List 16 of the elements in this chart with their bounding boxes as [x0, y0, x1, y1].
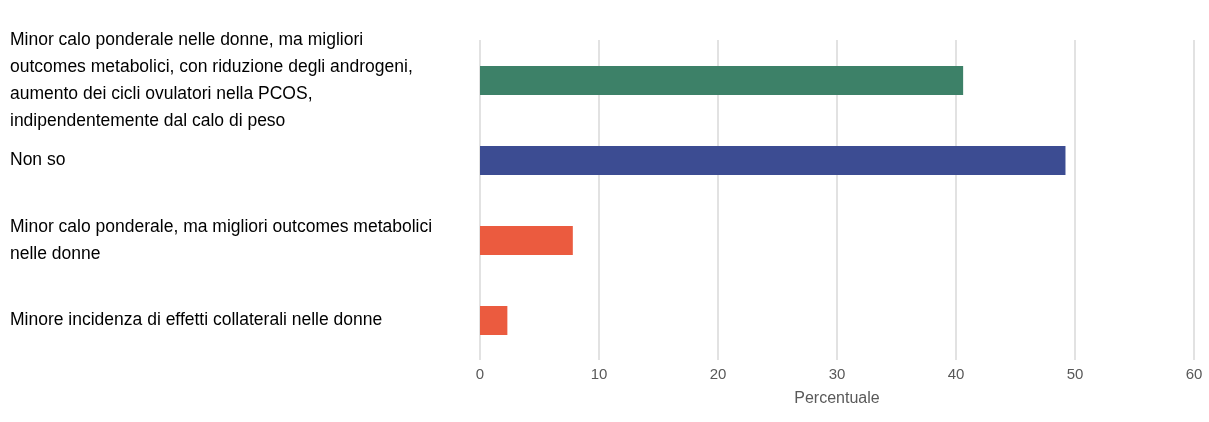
- x-tick-label: 30: [828, 364, 846, 382]
- x-tick-label: 40: [947, 364, 965, 382]
- x-tick-label: 0: [475, 364, 485, 382]
- x-tick-label: 60: [1185, 364, 1203, 382]
- x-tick-label: 50: [1066, 364, 1084, 382]
- bar: [480, 226, 573, 255]
- x-tick-label: 10: [590, 364, 608, 382]
- x-axis-title: Percentuale: [794, 389, 880, 407]
- x-tick-label: 20: [709, 364, 727, 382]
- y-tick-label: Non so: [10, 148, 66, 169]
- y-tick-label: Minor calo ponderale, ma migliori outcomes metabolici nelle donne: [10, 215, 433, 263]
- bar: [480, 146, 1066, 175]
- y-tick-label: Minore incidenza di effetti collaterali nelle donne: [10, 308, 383, 329]
- y-tick-label: Minor calo ponderale nelle donne, ma migliori outcomes metabolici, con riduzione degli androgeni, aumento dei cicli ovulatori nella PCOS, indipendentemente dal calo di peso: [10, 28, 413, 130]
- bar: [480, 66, 964, 95]
- bar: [480, 306, 508, 335]
